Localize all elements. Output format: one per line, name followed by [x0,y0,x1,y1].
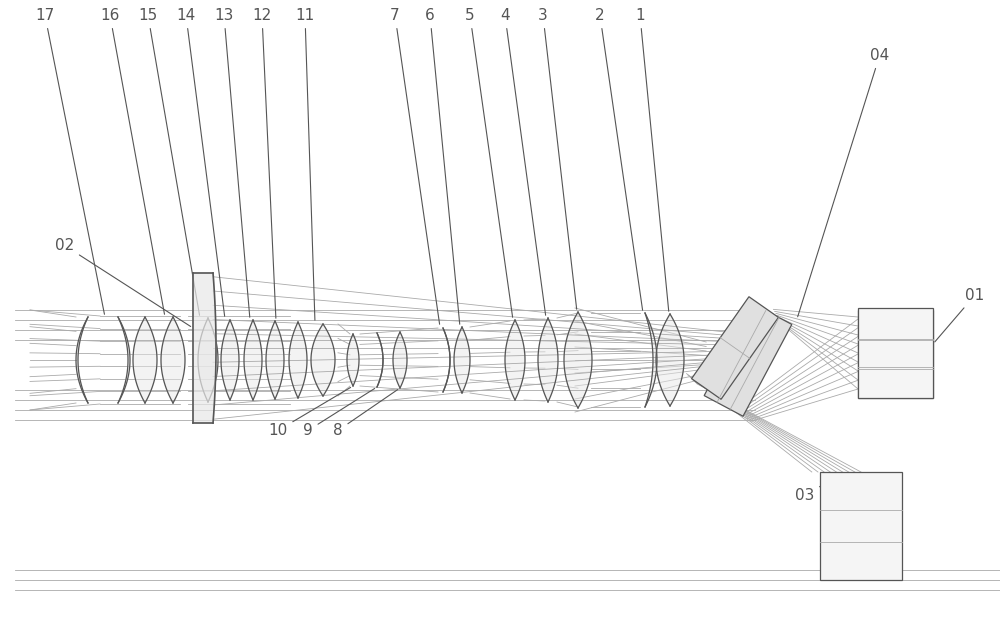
Text: 5: 5 [465,8,513,317]
Polygon shape [645,313,657,407]
Text: 7: 7 [390,8,440,324]
Bar [858,308,933,398]
Text: 2: 2 [595,8,643,311]
Polygon shape [505,320,525,400]
Text: 13: 13 [214,8,250,317]
Text: 6: 6 [425,8,460,324]
Polygon shape [656,314,684,406]
Polygon shape [393,332,407,388]
Polygon shape [311,324,335,396]
Text: 3: 3 [538,8,577,309]
Polygon shape [538,318,558,402]
Polygon shape [443,328,450,392]
Bar [858,310,933,398]
Text: 12: 12 [252,8,276,318]
Text: 16: 16 [100,8,165,314]
Polygon shape [244,320,262,400]
Polygon shape [692,296,778,399]
Text: 04: 04 [798,48,889,317]
Polygon shape [221,320,239,400]
Polygon shape [198,318,218,402]
Polygon shape [193,273,216,423]
Text: 4: 4 [500,8,546,315]
Text: 8: 8 [333,390,398,438]
Polygon shape [266,321,284,399]
Polygon shape [347,334,359,386]
Polygon shape [564,312,592,408]
Polygon shape [133,317,157,403]
Text: 10: 10 [268,388,351,438]
Polygon shape [454,327,470,393]
Text: 01: 01 [935,288,984,342]
Text: 1: 1 [635,8,669,311]
Text: 9: 9 [303,388,375,438]
Polygon shape [76,317,88,403]
Polygon shape [289,322,307,398]
Polygon shape [161,317,185,403]
Text: 17: 17 [35,8,104,314]
Polygon shape [377,333,383,387]
Bar [820,472,902,580]
Polygon shape [704,303,792,416]
Text: 14: 14 [176,8,225,316]
Polygon shape [118,317,130,403]
Text: 03: 03 [795,473,842,503]
Text: 15: 15 [138,8,200,315]
Text: 11: 11 [295,8,315,320]
Text: 02: 02 [55,238,191,327]
